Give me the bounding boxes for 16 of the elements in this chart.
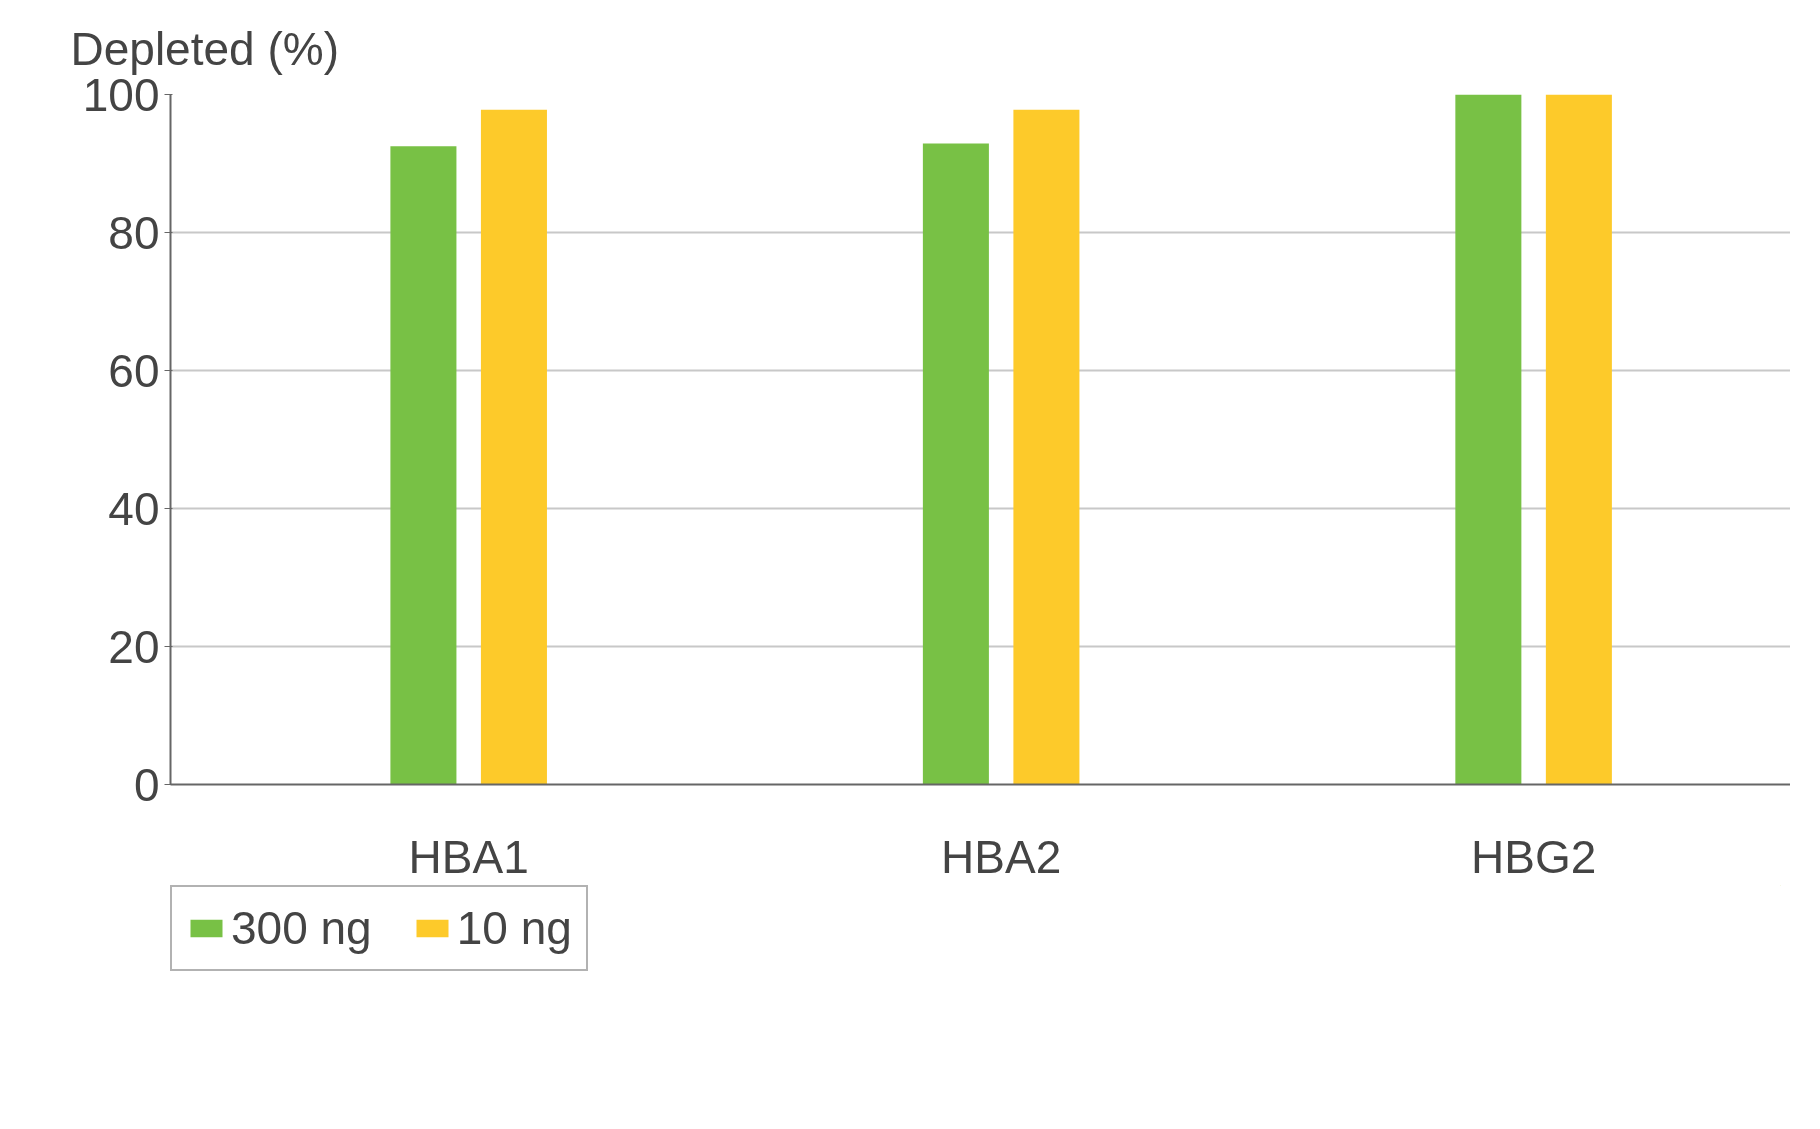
legend-label: 10 ng xyxy=(456,901,572,955)
y-tick-label: 0 xyxy=(133,758,160,811)
x-tick-label: HBA1 xyxy=(408,830,529,883)
x-tick-label: HBA2 xyxy=(941,830,1062,883)
bar xyxy=(390,146,457,785)
y-tick-label: 40 xyxy=(108,482,160,535)
bar xyxy=(1545,94,1612,785)
bar xyxy=(1013,109,1080,785)
y-tick-label: 20 xyxy=(108,620,160,673)
bar xyxy=(922,143,989,785)
x-tick-label: HBG2 xyxy=(1470,830,1597,883)
legend-label: 300 ng xyxy=(231,901,372,955)
bar xyxy=(480,109,547,785)
y-tick-label: 80 xyxy=(108,206,160,259)
y-tick-label: 60 xyxy=(108,344,160,397)
bar xyxy=(1455,94,1522,785)
